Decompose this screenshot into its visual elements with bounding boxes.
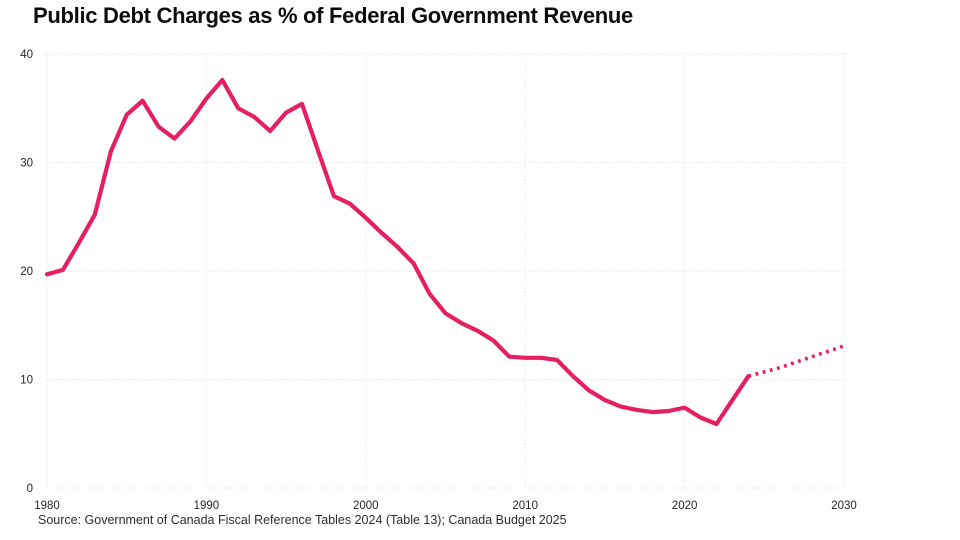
y-tick-label: 20 — [20, 266, 33, 278]
x-tick-label: 2010 — [512, 500, 538, 512]
y-tick-label: 30 — [20, 158, 33, 170]
x-tick-label: 1990 — [194, 500, 220, 512]
x-tick-label: 2020 — [672, 500, 698, 512]
series-line-actual — [44, 77, 751, 427]
x-tick-label: 1980 — [34, 500, 60, 512]
chart-title: Public Debt Charges as % of Federal Gove… — [33, 3, 633, 28]
y-tick-label: 10 — [20, 375, 33, 387]
x-tick-label: 2000 — [353, 500, 379, 512]
series-line-projected — [747, 344, 845, 378]
y-tick-label: 40 — [20, 49, 33, 61]
y-tick-label: 0 — [27, 483, 33, 495]
x-tick-label: 2030 — [831, 500, 857, 512]
source-note: Source: Government of Canada Fiscal Refe… — [38, 513, 567, 527]
